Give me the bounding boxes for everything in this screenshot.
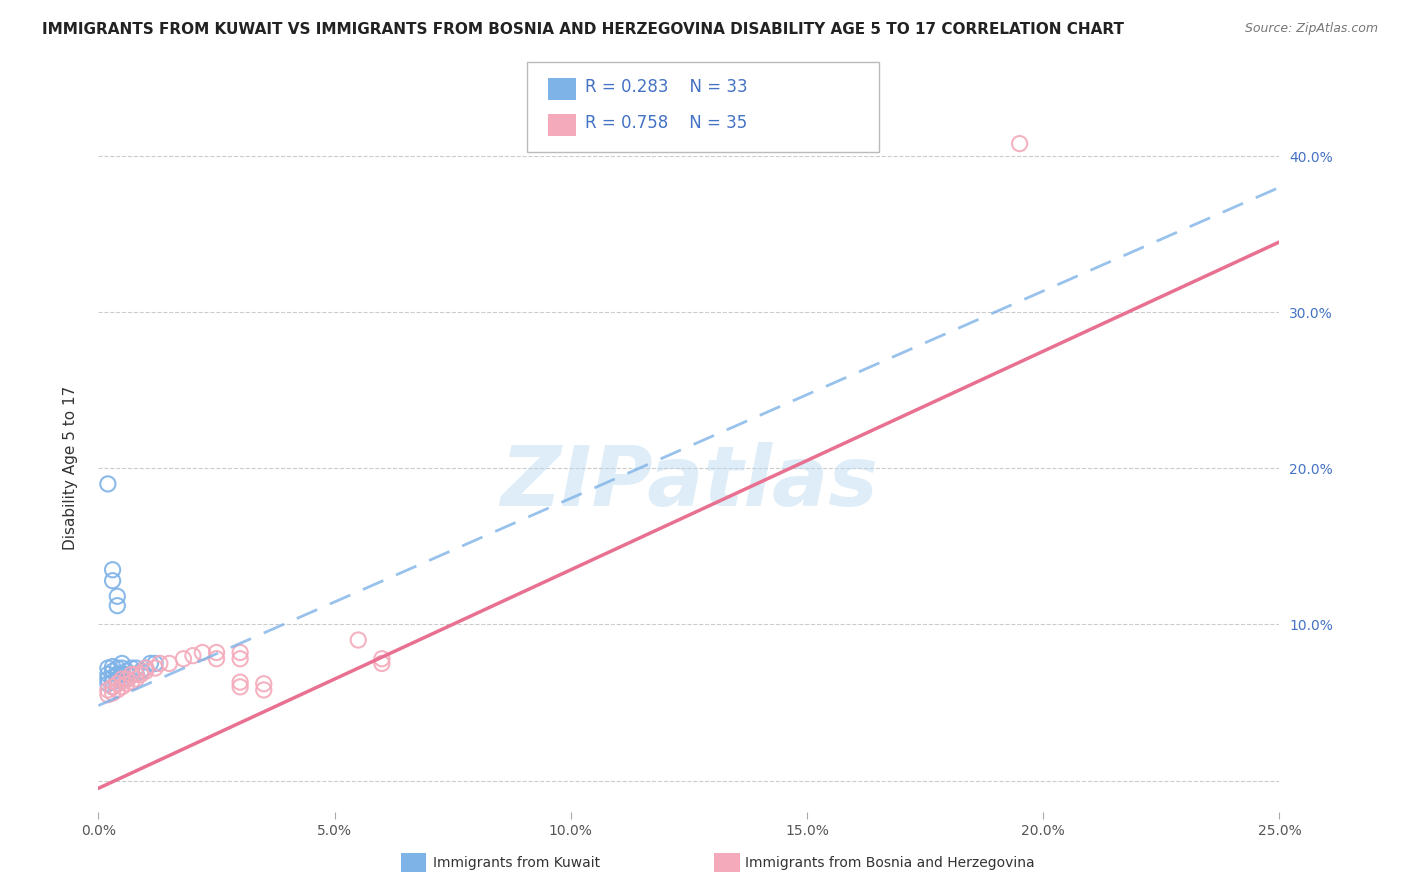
Point <box>97 683 120 698</box>
Point <box>111 672 134 686</box>
Point <box>229 651 252 665</box>
Point <box>105 667 128 681</box>
Point <box>101 574 124 588</box>
Point <box>125 672 148 686</box>
Point <box>149 657 172 671</box>
Text: R = 0.283    N = 33: R = 0.283 N = 33 <box>585 78 748 95</box>
Point <box>105 676 128 690</box>
Point <box>115 664 138 678</box>
Point <box>111 672 134 686</box>
Point <box>97 476 120 491</box>
Point <box>253 676 276 690</box>
Point <box>105 599 128 613</box>
Point <box>111 657 134 671</box>
Point <box>129 664 152 678</box>
Point <box>115 667 138 681</box>
Point <box>105 676 128 690</box>
Point <box>371 651 394 665</box>
Text: Source: ZipAtlas.com: Source: ZipAtlas.com <box>1244 22 1378 36</box>
Text: IMMIGRANTS FROM KUWAIT VS IMMIGRANTS FROM BOSNIA AND HERZEGOVINA DISABILITY AGE : IMMIGRANTS FROM KUWAIT VS IMMIGRANTS FRO… <box>42 22 1125 37</box>
Point <box>115 672 138 686</box>
Point <box>205 651 228 665</box>
Text: Immigrants from Kuwait: Immigrants from Kuwait <box>433 856 600 871</box>
Point <box>135 664 157 678</box>
Point <box>105 661 128 675</box>
Point <box>229 680 252 694</box>
Point <box>125 661 148 675</box>
Point <box>105 672 128 686</box>
Point <box>205 646 228 660</box>
Point <box>229 675 252 690</box>
Point <box>121 667 143 681</box>
Point <box>139 657 162 671</box>
Point <box>97 672 120 686</box>
Point <box>101 659 124 673</box>
Point <box>115 676 138 690</box>
Point <box>105 590 128 604</box>
Text: R = 0.758    N = 35: R = 0.758 N = 35 <box>585 114 747 132</box>
Point <box>101 563 124 577</box>
Point <box>371 657 394 671</box>
Point <box>172 651 194 665</box>
Point <box>97 667 120 681</box>
Y-axis label: Disability Age 5 to 17: Disability Age 5 to 17 <box>63 386 77 550</box>
Point <box>97 688 120 702</box>
Point <box>121 675 143 690</box>
Point <box>253 683 276 698</box>
Point <box>115 672 138 686</box>
Point <box>121 667 143 681</box>
Point <box>121 661 143 675</box>
Point <box>105 683 128 698</box>
Text: Immigrants from Bosnia and Herzegovina: Immigrants from Bosnia and Herzegovina <box>745 856 1035 871</box>
Point <box>1008 136 1031 151</box>
Point <box>135 661 157 675</box>
Point <box>101 675 124 690</box>
Point <box>181 648 204 663</box>
Point <box>143 661 166 675</box>
Point <box>101 671 124 685</box>
Point <box>347 633 370 648</box>
Point <box>129 667 152 681</box>
Point <box>101 686 124 700</box>
Point <box>111 661 134 675</box>
Point <box>97 661 120 675</box>
Point <box>143 657 166 671</box>
Point <box>111 667 134 681</box>
Point <box>229 646 252 660</box>
Point <box>111 680 134 694</box>
Point <box>125 667 148 681</box>
Point <box>101 664 124 678</box>
Point <box>101 680 124 694</box>
Point <box>97 676 120 690</box>
Point <box>135 661 157 675</box>
Point <box>191 646 214 660</box>
Point <box>125 667 148 681</box>
Point <box>101 680 124 694</box>
Text: ZIPatlas: ZIPatlas <box>501 442 877 523</box>
Point <box>157 657 180 671</box>
